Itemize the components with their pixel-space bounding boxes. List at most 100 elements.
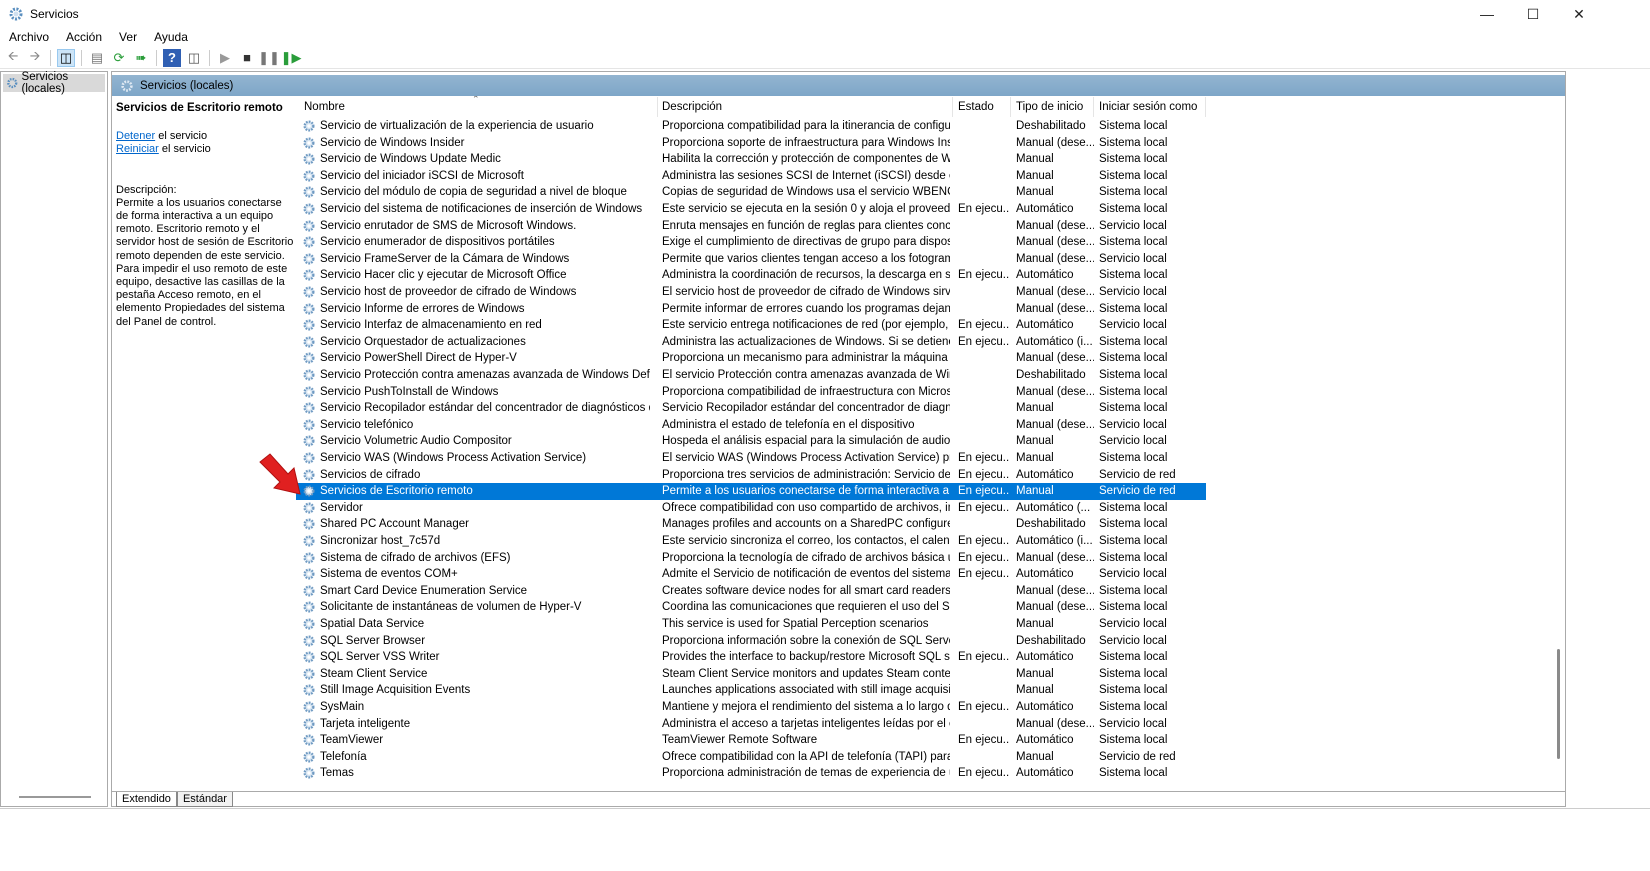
table-row[interactable]: Servicio enumerador de dispositivos port… — [296, 234, 1206, 251]
services-list[interactable]: Nombre ⌃ Descripción Estado Tipo de inic… — [296, 96, 1556, 789]
column-header-descripcion[interactable]: Descripción — [662, 101, 723, 113]
table-row[interactable]: Sistema de cifrado de archivos (EFS) Prop… — [296, 550, 1206, 567]
column-header-nombre[interactable]: Nombre — [304, 101, 345, 113]
table-row[interactable]: Servicio Hacer clic y ejecutar de Micros… — [296, 267, 1206, 284]
maximize-button[interactable]: ☐ — [1526, 5, 1540, 22]
scrollbar-thumb[interactable] — [1557, 649, 1560, 759]
stop-service-icon[interactable]: ■ — [243, 50, 251, 65]
service-name: Servicio del sistema de notificaciones d… — [320, 203, 643, 215]
service-logon-as: Servicio local — [1099, 568, 1167, 581]
service-name: SysMain — [320, 701, 365, 713]
table-row[interactable]: Telefonía Ofrece compatibilidad con la AP… — [296, 749, 1206, 766]
table-row[interactable]: Servicio WAS (Windows Process Activation… — [296, 450, 1206, 467]
table-row[interactable]: Servicio Informe de errores de Windows Pe… — [296, 301, 1206, 318]
table-row[interactable]: Servicio Interfaz de almacenamiento en r… — [296, 317, 1206, 334]
column-header-tipo-inicio[interactable]: Tipo de inicio — [1016, 101, 1084, 113]
table-row[interactable]: Servicio PushToInstall de Windows Proporc… — [296, 384, 1206, 401]
table-row[interactable]: SQL Server VSS Writer Provides the interf… — [296, 649, 1206, 666]
tree-item-servicios-locales[interactable]: Servicios (locales) — [3, 71, 105, 95]
help-icon[interactable]: ? — [163, 48, 181, 67]
table-row[interactable]: Servicio enrutador de SMS de Microsoft W… — [296, 218, 1206, 235]
refresh-icon[interactable]: ⟳ — [113, 49, 125, 65]
service-description: El servicio Protección contra amenazas a… — [662, 369, 950, 381]
restart-service-link[interactable]: Reiniciar — [116, 143, 159, 156]
console-tree: Servicios (locales) — [0, 71, 108, 807]
column-header-estado[interactable]: Estado — [958, 101, 994, 113]
service-startup-type: Automático (... — [1016, 501, 1091, 514]
table-row[interactable]: Servicio de virtualización de la experie… — [296, 118, 1206, 135]
table-row[interactable]: Servicios de Escritorio remoto Permite a … — [296, 483, 1206, 500]
table-row[interactable]: Servicio Recopilador estándar del concen… — [296, 400, 1206, 417]
table-row[interactable]: Spatial Data Service This service is used… — [296, 616, 1206, 633]
service-gear-icon — [303, 253, 315, 265]
service-name: Spatial Data Service — [320, 618, 425, 630]
table-row[interactable]: Servicio del módulo de copia de segurida… — [296, 184, 1206, 201]
table-row[interactable]: Solicitante de instantáneas de volumen d… — [296, 599, 1206, 616]
table-row[interactable]: Shared PC Account Manager Manages profile… — [296, 516, 1206, 533]
table-row[interactable]: Servicio de Windows Update Medic Habilita… — [296, 151, 1206, 168]
service-logon-as: Sistema local — [1099, 120, 1168, 132]
stop-service-link[interactable]: Detener — [116, 130, 156, 143]
service-gear-icon — [303, 286, 315, 298]
service-name: Servicio Volumetric Audio Compositor — [320, 435, 512, 448]
back-icon[interactable]: 🡨 — [7, 47, 19, 63]
table-row[interactable]: Sistema de eventos COM+ Admite el Servici… — [296, 566, 1206, 583]
vertical-scrollbar[interactable] — [1554, 96, 1564, 789]
close-button[interactable]: ✕ — [1573, 5, 1585, 22]
pause-service-icon[interactable]: ❚❚ — [258, 49, 280, 65]
forward-icon[interactable]: 🡪 — [29, 47, 41, 63]
minimize-button[interactable]: — — [1480, 6, 1494, 22]
service-startup-type: Automático — [1016, 734, 1074, 747]
table-row[interactable]: SQL Server Browser Proporciona informació… — [296, 633, 1206, 650]
table-row[interactable]: Servicio FrameServer de la Cámara de Win… — [296, 251, 1206, 268]
service-logon-as: Servicio local — [1099, 717, 1167, 730]
table-row[interactable]: Still Image Acquisition Events Launches a… — [296, 682, 1206, 699]
menu-accion[interactable]: Acción — [66, 30, 103, 44]
tab-extendido[interactable]: Extendido — [116, 792, 177, 807]
tab-estandar[interactable]: Estándar — [176, 792, 233, 807]
service-startup-type: Automático — [1016, 319, 1074, 332]
start-service-icon[interactable]: ▶ — [220, 49, 230, 65]
show-hide-console-tree-icon[interactable]: ◫ — [57, 48, 75, 67]
extended-description-panel: Servicios de Escritorio remoto Detener e… — [116, 100, 294, 329]
service-description: Administra el acceso a tarjetas intelige… — [662, 717, 950, 730]
service-title: Servicios de Escritorio remoto — [116, 102, 283, 114]
table-row[interactable]: Steam Client Service Steam Client Service… — [296, 666, 1206, 683]
action-pane-icon[interactable]: ◫ — [187, 49, 201, 65]
column-header-iniciar-sesion[interactable]: Iniciar sesión como — [1099, 101, 1198, 113]
table-row[interactable]: Servicio del iniciador iSCSI de Microsof… — [296, 168, 1206, 185]
menu-ayuda[interactable]: Ayuda — [154, 30, 188, 44]
table-row[interactable]: Servidor Ofrece compatibilidad con uso co… — [296, 500, 1206, 517]
horizontal-scrollbar[interactable] — [19, 796, 91, 798]
main-pane: Servicios (locales) Servicios de Escrito… — [111, 71, 1566, 807]
service-logon-as: Sistema local — [1099, 651, 1168, 664]
table-row[interactable]: TeamViewer TeamViewer Remote Software En e… — [296, 732, 1206, 749]
resume-service-icon[interactable]: ❚▶ — [280, 49, 302, 65]
menu-ver[interactable]: Ver — [119, 30, 138, 44]
service-logon-as: Servicio local — [1099, 418, 1167, 431]
table-row[interactable]: Servicio telefónico Administra el estado … — [296, 417, 1206, 434]
service-name: SQL Server VSS Writer — [320, 651, 440, 664]
table-row[interactable]: Temas Proporciona administración de temas… — [296, 765, 1206, 782]
table-row[interactable]: Servicio Volumetric Audio Compositor Hosp… — [296, 433, 1206, 450]
table-row[interactable]: Servicios de cifrado Proporciona tres ser… — [296, 467, 1206, 484]
service-description: Coordina las comunicaciones que requiere… — [662, 601, 950, 614]
table-row[interactable]: Servicio del sistema de notificaciones d… — [296, 201, 1206, 218]
table-row[interactable]: SysMain Mantiene y mejora el rendimiento … — [296, 699, 1206, 716]
service-startup-type: Automático — [1016, 767, 1074, 780]
table-row[interactable]: Tarjeta inteligente Administra el acceso … — [296, 716, 1206, 733]
table-row[interactable]: Servicio Orquestador de actualizaciones A… — [296, 334, 1206, 351]
properties-icon[interactable]: ▤ — [90, 49, 104, 65]
export-list-icon[interactable]: ➠ — [135, 49, 147, 65]
service-status: En ejecu... — [958, 501, 1010, 514]
service-description: Enruta mensajes en función de reglas par… — [662, 219, 950, 232]
table-row[interactable]: Sincronizar host_7c57d Este servicio sinc… — [296, 533, 1206, 550]
table-row[interactable]: Smart Card Device Enumeration Service Cre… — [296, 583, 1206, 600]
service-name: Servicio enrutador de SMS de Microsoft W… — [320, 219, 577, 232]
table-row[interactable]: Servicio PowerShell Direct de Hyper-V Pro… — [296, 350, 1206, 367]
table-row[interactable]: Servicio host de proveedor de cifrado de… — [296, 284, 1206, 301]
menu-archivo[interactable]: Archivo — [9, 30, 50, 44]
service-startup-type: Manual (dese... — [1016, 236, 1094, 249]
table-row[interactable]: Servicio de Windows Insider Proporciona s… — [296, 135, 1206, 152]
table-row[interactable]: Servicio Protección contra amenazas avan… — [296, 367, 1206, 384]
